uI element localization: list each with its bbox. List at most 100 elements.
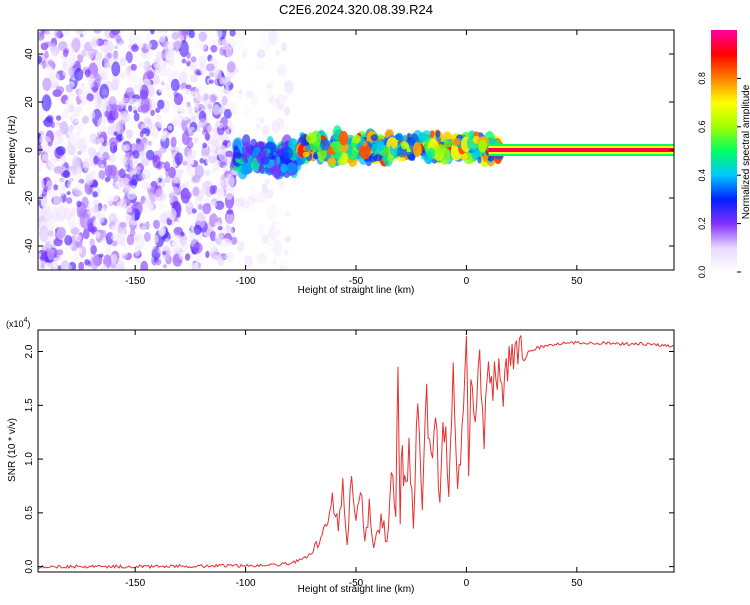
heatmap-cell <box>93 231 101 239</box>
heatmap-cell <box>119 245 130 256</box>
heatmap-cell <box>153 234 159 244</box>
snr-plot-area <box>38 330 674 572</box>
heatmap-cell <box>155 258 162 266</box>
heatmap-cell <box>62 49 69 57</box>
heatmap-cell <box>83 157 90 165</box>
heatmap-cell <box>101 115 107 125</box>
heatmap-cell <box>327 157 337 166</box>
heatmap-cell <box>306 132 317 144</box>
heatmap-cell <box>83 228 90 240</box>
heatmap-cell <box>125 51 133 64</box>
heatmap-cell <box>276 248 281 254</box>
heatmap-cell <box>302 151 310 158</box>
heatmap-cell <box>71 131 82 148</box>
heatmap-cell <box>236 152 242 160</box>
heatmap-cell <box>59 177 65 183</box>
heatmap-cell <box>478 139 487 153</box>
heatmap-cell <box>224 128 230 136</box>
heatmap-cell <box>188 90 198 99</box>
heatmap-cell <box>122 130 128 138</box>
heatmap-cell <box>233 67 240 73</box>
heatmap-cell <box>370 134 379 141</box>
heatmap-cell <box>266 203 277 220</box>
heatmap-cell <box>93 219 99 227</box>
heatmap-cell <box>108 213 118 225</box>
heatmap-cell <box>443 140 452 148</box>
heatmap-cell <box>77 191 83 196</box>
heatmap-cell <box>284 30 292 36</box>
heatmap-cell <box>128 97 139 107</box>
colorbar-tick-label: 0.8 <box>697 72 707 85</box>
heatmap-cell <box>38 158 44 168</box>
heatmap-cell <box>205 250 210 258</box>
heatmap-cell <box>198 31 208 42</box>
heatmap-cell <box>55 115 62 121</box>
heatmap-cell <box>204 132 211 141</box>
heatmap-cell <box>419 132 428 143</box>
heatmap-cell <box>201 258 211 268</box>
heatmap-cell <box>167 43 174 51</box>
heatmap-cell <box>93 155 99 165</box>
heatmap-cell <box>155 51 164 61</box>
colorbar-tick-label: 0.0 <box>697 266 707 279</box>
heatmap-cell <box>98 170 106 180</box>
heatmap-cell <box>238 89 243 94</box>
heatmap-cell <box>259 30 268 37</box>
heatmap-cell <box>256 84 262 94</box>
heatmap-cell <box>226 46 233 59</box>
heatmap-cell <box>119 71 127 80</box>
heatmap-cell <box>244 255 253 268</box>
heatmap-cell <box>141 169 151 180</box>
heatmap-cell <box>242 49 248 59</box>
heatmap-cell <box>105 141 111 149</box>
heatmap-cell <box>305 144 311 152</box>
heatmap-cell <box>181 99 188 111</box>
heatmap-cell <box>188 30 195 39</box>
heatmap-cell <box>119 221 127 229</box>
top-y-axis-label: Frequency (Hz) <box>7 116 18 185</box>
heatmap-cell <box>70 163 78 176</box>
heatmap-cell <box>78 84 88 101</box>
heatmap-cell <box>198 42 207 51</box>
heatmap-cell <box>147 84 155 98</box>
heatmap-cell <box>225 224 232 232</box>
heatmap-cell <box>41 94 52 112</box>
heatmap-cell <box>251 64 259 78</box>
colorbar-label: Normalized spectral amplitude <box>741 84 750 219</box>
colorbar-gradient <box>711 30 737 272</box>
heatmap-cell <box>190 74 198 83</box>
heatmap-cell <box>204 109 210 114</box>
heatmap-cell <box>154 175 160 183</box>
heatmap-cell <box>275 50 280 56</box>
heatmap-cell <box>130 44 139 52</box>
heatmap-cell <box>189 126 195 131</box>
heatmap-cell <box>128 104 133 112</box>
heatmap-cell <box>66 191 71 196</box>
heatmap-cell <box>79 36 86 43</box>
heatmap-cell <box>108 96 117 112</box>
heatmap-cell <box>272 258 278 265</box>
y-tick-label: 0.5 <box>24 505 35 519</box>
bottom-x-axis: -150 -100 -50 0 50 <box>125 330 583 589</box>
heatmap-cell <box>132 150 140 159</box>
heatmap-cell <box>266 58 274 68</box>
heatmap-cell <box>280 95 288 106</box>
y-tick-label: -40 <box>24 238 35 253</box>
heatmap-cell <box>64 207 73 221</box>
heatmap-cell <box>102 97 109 103</box>
heatmap-cell <box>159 212 168 224</box>
heatmap-cell <box>157 99 165 110</box>
heatmap-cell <box>237 30 246 39</box>
heatmap-cell <box>70 227 80 235</box>
heatmap-cell <box>213 85 221 97</box>
heatmap-cell <box>40 197 48 207</box>
top-x-axis-label: Height of straight line (km) <box>298 285 415 296</box>
heatmap-cell <box>225 85 230 93</box>
heatmap-cell <box>202 181 211 191</box>
heatmap-cell <box>390 137 398 149</box>
heatmap-cell <box>401 141 408 150</box>
heatmap-cell <box>59 46 64 51</box>
heatmap-cell <box>283 79 294 94</box>
bottom-x-axis-label: Height of straight line (km) <box>298 584 415 595</box>
heatmap-cell <box>217 226 223 231</box>
